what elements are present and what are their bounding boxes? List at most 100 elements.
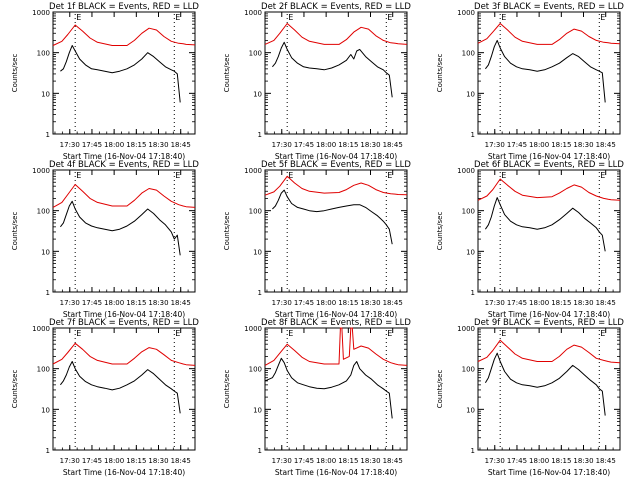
y-tick-label: 1 <box>46 447 50 455</box>
event-marker-label: E <box>175 171 180 180</box>
x-axis-label: Start Time (16-Nov-04 17:18:40) <box>275 152 397 161</box>
detector-panel-1: Det 1f BLACK = Events, RED = LLD Counts/s… <box>11 2 199 161</box>
events-series-line <box>272 41 393 98</box>
y-tick-label: 1 <box>258 131 262 139</box>
detector-panel-5: Det 5f BLACK = Events, RED = LLD Counts/s… <box>223 160 411 319</box>
x-tick-label: 18:15 <box>551 457 571 465</box>
panel-title: Det 1f BLACK = Events, RED = LLD <box>49 2 199 12</box>
lld-series-line <box>52 342 196 366</box>
plot-frame <box>477 327 621 451</box>
plot-frame <box>52 327 196 451</box>
x-axis-label: Start Time (16-Nov-04 17:18:40) <box>275 310 397 319</box>
panel-title: Det 5f BLACK = Events, RED = LLD <box>261 160 411 170</box>
plot-frame <box>477 11 621 135</box>
panel-title: Det 6f BLACK = Events, RED = LLD <box>474 160 624 170</box>
event-marker-label: E <box>501 329 506 338</box>
x-tick-label: 18:00 <box>316 141 336 149</box>
x-tick-label: 18:15 <box>338 457 358 465</box>
event-marker-label: E <box>288 329 293 338</box>
event-marker-label: E <box>76 171 81 180</box>
x-axis-label: Start Time (16-Nov-04 17:18:40) <box>488 468 610 477</box>
x-tick-label: 18:00 <box>316 299 336 307</box>
events-series-line <box>484 352 606 416</box>
event-marker-label: E <box>76 329 81 338</box>
x-tick-label: 18:45 <box>596 457 616 465</box>
y-tick-label: 1000 <box>457 9 475 17</box>
y-tick-label: 1 <box>471 447 475 455</box>
x-tick-label: 17:45 <box>507 141 527 149</box>
y-tick-label: 1 <box>471 131 475 139</box>
x-axis-label: Start Time (16-Nov-04 17:18:40) <box>488 310 610 319</box>
events-series-line <box>264 357 393 419</box>
y-axis-label: Counts/sec <box>11 212 19 251</box>
event-marker-label: E <box>76 13 81 22</box>
x-axis-label: Start Time (16-Nov-04 17:18:40) <box>63 310 185 319</box>
event-marker-label: E <box>288 13 293 22</box>
x-tick-label: 18:30 <box>148 299 168 307</box>
x-tick-label: 18:15 <box>551 299 571 307</box>
event-marker-label: E <box>387 329 392 338</box>
x-tick-label: 18:15 <box>126 457 146 465</box>
detector-panel-7: Det 7f BLACK = Events, RED = LLD Counts/s… <box>11 318 199 477</box>
y-tick-label: 100 <box>462 50 475 58</box>
x-tick-label: 17:45 <box>82 457 102 465</box>
x-tick-label: 17:30 <box>60 457 80 465</box>
detector-panel-2: Det 2f BLACK = Events, RED = LLD Counts/s… <box>223 2 411 161</box>
y-tick-label: 10 <box>253 248 262 256</box>
y-axis-label: Counts/sec <box>436 370 444 409</box>
y-tick-label: 1000 <box>32 325 50 333</box>
y-tick-label: 10 <box>466 248 475 256</box>
y-tick-label: 1 <box>258 289 262 297</box>
y-tick-label: 1000 <box>457 167 475 175</box>
x-tick-label: 18:15 <box>338 299 358 307</box>
detector-panel-9: Det 9f BLACK = Events, RED = LLD Counts/s… <box>436 318 624 477</box>
x-tick-label: 18:45 <box>596 141 616 149</box>
x-tick-label: 17:45 <box>82 141 102 149</box>
y-tick-label: 1 <box>46 289 50 297</box>
events-series-line <box>484 197 606 252</box>
x-tick-label: 17:45 <box>507 457 527 465</box>
y-axis-label: Counts/sec <box>436 212 444 251</box>
y-tick-label: 1000 <box>32 9 50 17</box>
y-tick-label: 1000 <box>244 167 262 175</box>
x-tick-label: 18:45 <box>171 457 191 465</box>
x-tick-label: 18:15 <box>338 141 358 149</box>
y-tick-label: 1000 <box>32 167 50 175</box>
panel-title: Det 3f BLACK = Events, RED = LLD <box>474 2 624 12</box>
panel-title: Det 2f BLACK = Events, RED = LLD <box>261 2 411 12</box>
panel-grid: Det 1f BLACK = Events, RED = LLD Counts/s… <box>11 2 624 477</box>
panel-title: Det 7f BLACK = Events, RED = LLD <box>49 318 199 328</box>
x-tick-label: 17:30 <box>485 141 505 149</box>
y-tick-label: 10 <box>253 90 262 98</box>
plot-frame <box>52 169 196 293</box>
x-tick-label: 17:30 <box>272 141 292 149</box>
x-tick-label: 18:30 <box>573 299 593 307</box>
x-tick-label: 17:30 <box>272 299 292 307</box>
x-axis-label: Start Time (16-Nov-04 17:18:40) <box>275 468 397 477</box>
x-tick-label: 18:00 <box>104 457 124 465</box>
x-tick-label: 17:30 <box>485 457 505 465</box>
x-tick-label: 17:45 <box>294 141 314 149</box>
y-tick-label: 1 <box>46 131 50 139</box>
event-marker-label: E <box>600 13 605 22</box>
y-tick-label: 100 <box>462 208 475 216</box>
event-marker-label: E <box>387 13 392 22</box>
events-series-line <box>272 189 393 245</box>
y-tick-label: 10 <box>253 406 262 414</box>
x-axis-label: Start Time (16-Nov-04 17:18:40) <box>63 152 185 161</box>
y-tick-label: 100 <box>249 208 262 216</box>
lld-series-line <box>477 23 621 45</box>
x-tick-label: 17:30 <box>60 299 80 307</box>
panel-title: Det 9f BLACK = Events, RED = LLD <box>474 318 624 328</box>
y-tick-label: 100 <box>37 50 50 58</box>
events-series-line <box>60 45 181 103</box>
y-tick-label: 100 <box>37 208 50 216</box>
x-tick-label: 18:00 <box>104 141 124 149</box>
x-tick-label: 17:30 <box>485 299 505 307</box>
x-tick-label: 18:45 <box>171 141 191 149</box>
x-tick-label: 17:45 <box>294 457 314 465</box>
y-tick-label: 1000 <box>457 325 475 333</box>
x-tick-label: 18:15 <box>126 299 146 307</box>
